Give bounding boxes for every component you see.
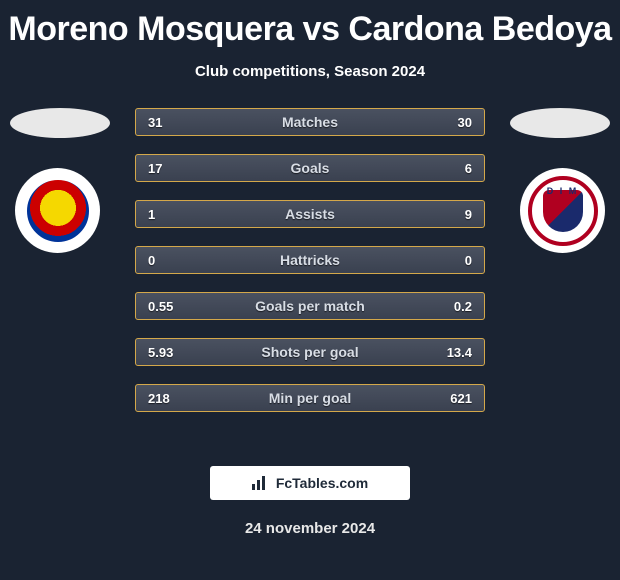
stat-label: Shots per goal (136, 344, 484, 360)
player-photo-left (10, 108, 110, 138)
stat-right-value: 9 (465, 207, 472, 222)
stat-row-assists: 1 Assists 9 (135, 200, 485, 228)
dim-crest-icon: D I M (528, 176, 598, 246)
stat-right-value: 13.4 (447, 345, 472, 360)
pasto-crest-icon (23, 176, 93, 246)
stat-right-value: 30 (458, 115, 472, 130)
source-badge[interactable]: FcTables.com (210, 466, 410, 500)
stat-right-value: 0 (465, 253, 472, 268)
stat-label: Matches (136, 114, 484, 130)
stat-label: Goals per match (136, 298, 484, 314)
page-title: Moreno Mosquera vs Cardona Bedoya (0, 0, 620, 49)
stat-label: Min per goal (136, 390, 484, 406)
stat-row-gpm: 0.55 Goals per match 0.2 (135, 292, 485, 320)
stat-label: Hattricks (136, 252, 484, 268)
stat-left-value: 0.55 (148, 299, 173, 314)
stat-left-value: 31 (148, 115, 162, 130)
stat-right-value: 0.2 (454, 299, 472, 314)
source-label: FcTables.com (276, 475, 368, 491)
bar-chart-icon (252, 476, 270, 490)
stat-row-hattricks: 0 Hattricks 0 (135, 246, 485, 274)
stat-left-value: 17 (148, 161, 162, 176)
stat-right-value: 621 (450, 391, 472, 406)
stat-left-value: 1 (148, 207, 155, 222)
stats-list: 31 Matches 30 17 Goals 6 1 Assists 9 0 H… (135, 108, 485, 430)
subtitle: Club competitions, Season 2024 (0, 63, 620, 80)
dim-shield-icon (543, 190, 583, 232)
stat-row-matches: 31 Matches 30 (135, 108, 485, 136)
stat-row-mpg: 218 Min per goal 621 (135, 384, 485, 412)
club-badge-left (15, 168, 100, 253)
dim-abbrev: D I M (532, 186, 594, 196)
stat-right-value: 6 (465, 161, 472, 176)
stat-left-value: 5.93 (148, 345, 173, 360)
stat-label: Goals (136, 160, 484, 176)
stat-left-value: 218 (148, 391, 170, 406)
club-badge-right: D I M (520, 168, 605, 253)
stat-row-spg: 5.93 Shots per goal 13.4 (135, 338, 485, 366)
comparison-area: D I M 31 Matches 30 17 Goals 6 1 Assists… (0, 108, 620, 448)
stat-label: Assists (136, 206, 484, 222)
date: 24 november 2024 (0, 520, 620, 537)
stat-row-goals: 17 Goals 6 (135, 154, 485, 182)
player-photo-right (510, 108, 610, 138)
stat-left-value: 0 (148, 253, 155, 268)
